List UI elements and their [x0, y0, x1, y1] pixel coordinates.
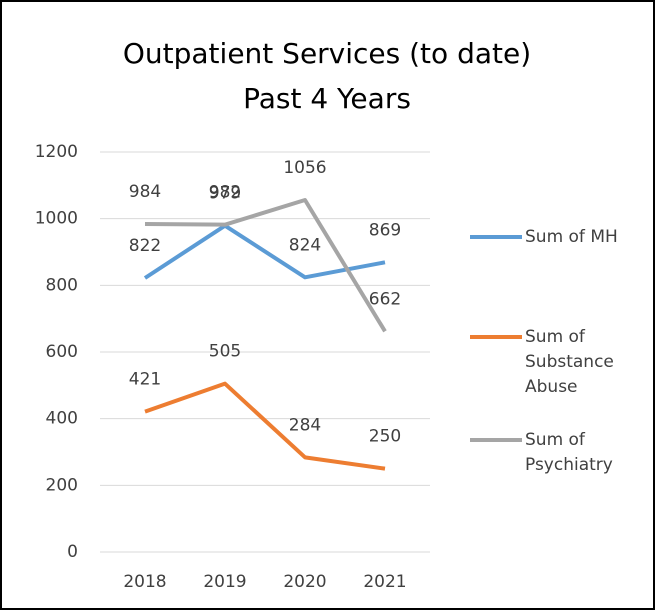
- data-label: 662: [369, 289, 401, 309]
- series-line: [144, 198, 387, 333]
- data-label: 979: [209, 184, 241, 204]
- chart-subtitle: Past 4 Years: [243, 82, 411, 115]
- y-tick-label: 600: [46, 342, 78, 362]
- legend-label: Sum of Substance Abuse: [525, 327, 614, 397]
- y-tick-label: 400: [46, 409, 78, 429]
- x-tick-label: 2018: [123, 572, 166, 592]
- data-label: 505: [209, 342, 241, 362]
- series-line: [144, 381, 386, 471]
- data-label: 1056: [283, 158, 326, 178]
- legend-label: Sum of MH: [525, 227, 618, 247]
- y-tick-label: 1000: [35, 209, 78, 229]
- data-label: 984: [129, 182, 161, 202]
- legend-label: Sum of Psychiatry: [525, 430, 613, 475]
- data-label: 869: [369, 220, 401, 240]
- data-label: 822: [129, 236, 161, 256]
- y-tick-label: 200: [46, 475, 78, 495]
- y-tick-label: 800: [46, 275, 78, 295]
- series-line: [143, 223, 386, 280]
- y-tick-label: 1200: [35, 142, 78, 162]
- data-label: 250: [369, 427, 401, 447]
- y-tick-label: 0: [67, 542, 78, 562]
- data-label: 284: [289, 415, 321, 435]
- x-tick-label: 2020: [283, 572, 326, 592]
- data-label: 824: [289, 235, 321, 255]
- chart-title: Outpatient Services (to date): [123, 37, 531, 70]
- data-label: 421: [129, 370, 161, 390]
- x-tick-label: 2019: [203, 572, 246, 592]
- x-tick-label: 2021: [363, 572, 406, 592]
- data-label: 982: [209, 183, 241, 203]
